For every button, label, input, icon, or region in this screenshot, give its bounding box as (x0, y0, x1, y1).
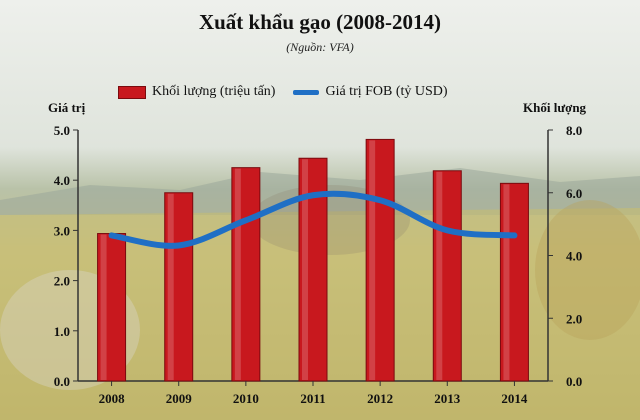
bar-2013 (432, 170, 462, 382)
chart-subtitle: (Nguồn: VFA) (286, 40, 354, 54)
legend-bar-label: Khối lượng (triệu tấn) (152, 84, 276, 99)
legend-line-swatch (293, 89, 320, 95)
bar-highlight-2011 (302, 159, 308, 380)
left-axis-label: Giá trị (48, 100, 86, 115)
bar-2014 (499, 182, 529, 382)
bar-highlight-2014 (503, 184, 510, 380)
x-tick-label-2012: 2012 (367, 391, 393, 406)
right-tick-label: 0.0 (566, 374, 582, 389)
x-tick-label-2009: 2009 (166, 391, 193, 406)
bar-2012 (365, 138, 395, 382)
right-tick-label: 2.0 (566, 311, 582, 326)
legend-bar-swatch (118, 85, 146, 99)
left-tick-label: 1.0 (54, 324, 70, 339)
right-tick-label: 8.0 (566, 123, 582, 138)
legend-line-label: Giá trị FOB (tỷ USD) (325, 84, 448, 99)
left-tick-label: 4.0 (54, 173, 70, 188)
bar-2008 (97, 233, 127, 382)
bar-highlight-2009 (167, 193, 174, 380)
right-tick-label: 4.0 (566, 249, 582, 264)
x-tick-label-2013: 2013 (434, 391, 461, 406)
bar-highlight-2013 (436, 171, 443, 380)
left-tick-label: 2.0 (54, 274, 70, 289)
bar-2009 (164, 192, 194, 382)
chart-title: Xuất khẩu gạo (2008-2014) (198, 10, 442, 34)
right-axis-label: Khối lượng (523, 100, 587, 115)
right-tick-label: 6.0 (566, 186, 582, 201)
x-tick-label-2008: 2008 (99, 391, 126, 406)
left-tick-label: 3.0 (54, 223, 70, 238)
left-tick-label: 0.0 (54, 374, 70, 389)
bar-highlight-2012 (369, 140, 376, 380)
bar-highlight-2010 (234, 168, 241, 380)
x-tick-label-2014: 2014 (501, 391, 528, 406)
bar-highlight-2008 (100, 234, 107, 380)
x-tick-label-2011: 2011 (300, 391, 325, 406)
x-tick-label-2010: 2010 (233, 391, 259, 406)
left-tick-label: 5.0 (54, 123, 70, 138)
bar-2010 (231, 167, 261, 382)
legend: Khối lượng (triệu tấn) Giá trị FOB (tỷ U… (118, 84, 448, 100)
